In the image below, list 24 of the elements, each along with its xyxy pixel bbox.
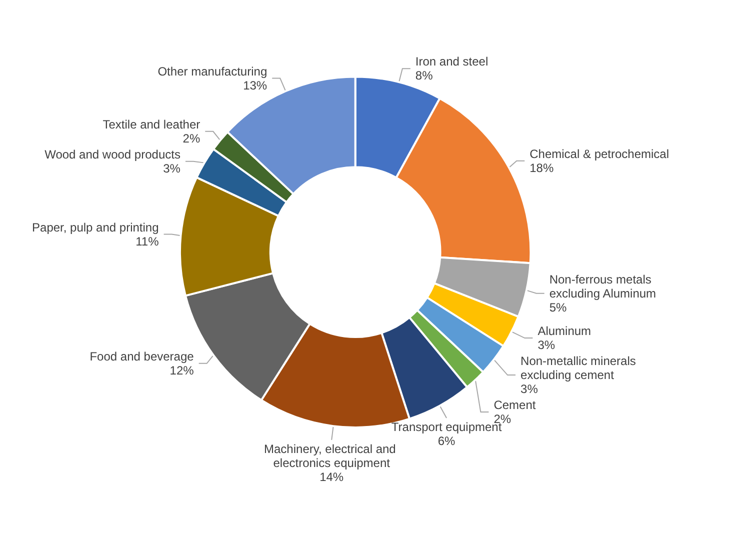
slice-label: Textile and leather xyxy=(102,117,200,132)
slice-label: Chemical & petrochemical xyxy=(530,146,670,161)
data-label: 13% xyxy=(243,78,268,92)
data-label: 18% xyxy=(530,160,554,175)
data-label: 8% xyxy=(415,68,434,83)
data-label: 6% xyxy=(438,434,456,448)
slice-label: Iron and steel xyxy=(415,54,488,69)
data-label: 12% xyxy=(170,363,194,378)
slice-label: Aluminum xyxy=(538,324,592,338)
slice-label: Non-ferrous metals excluding Aluminum xyxy=(549,272,656,300)
slice-label: Non-metallic minerals excluding cement xyxy=(520,354,640,382)
slice-label: Machinery, electrical and electronics equipment xyxy=(264,442,400,470)
data-label: 3% xyxy=(520,382,538,396)
slice-label: Paper, pulp and printing xyxy=(32,220,159,234)
slice-label: Food and beverage xyxy=(90,349,194,364)
data-label: 3% xyxy=(163,161,181,176)
data-label: 3% xyxy=(538,338,556,352)
data-label: 11% xyxy=(136,234,160,248)
slice-label: Cement xyxy=(494,398,536,412)
slice-label: Other manufacturing xyxy=(158,64,268,78)
data-label: 5% xyxy=(549,300,568,314)
data-label: 2% xyxy=(182,131,200,146)
data-label: 14% xyxy=(320,470,344,484)
slice-label: Wood and wood products xyxy=(44,147,180,162)
